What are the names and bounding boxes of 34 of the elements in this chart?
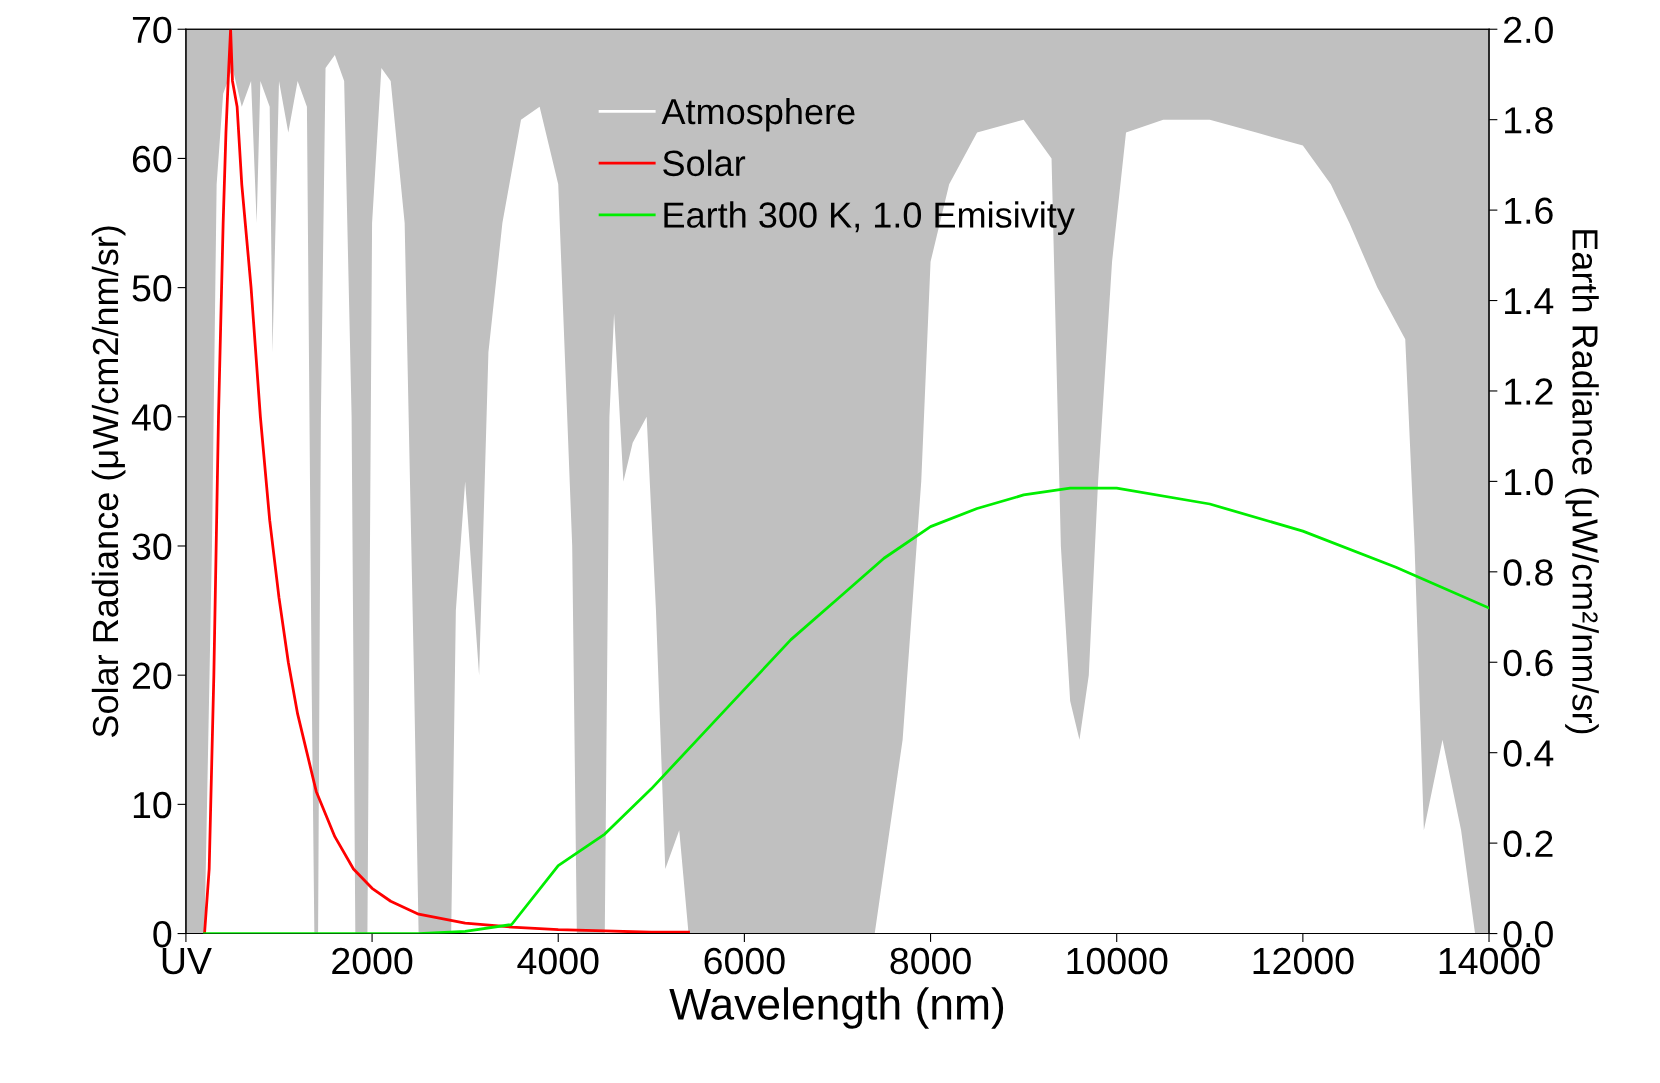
- y-tick-label: 40: [131, 404, 172, 431]
- y-tick-label: 50: [132, 275, 172, 302]
- legend-label: Solar: [663, 149, 746, 177]
- y2-axis-title: Earth Radiance (μW/cm²/nm/sr): [1565, 230, 1599, 734]
- x-tick-label: 10000: [1067, 947, 1168, 975]
- x-tick-label: 12000: [1253, 947, 1354, 975]
- y2-tick-label: 0.0: [1503, 920, 1553, 948]
- x-tick-label: 8000: [890, 947, 971, 975]
- x-axis-title: Wavelength (nm): [669, 987, 1004, 1029]
- legend-label: Atmosphere: [661, 97, 855, 132]
- y2-tick-label: 0.8: [1503, 559, 1553, 586]
- y2-tick-label: 0.6: [1503, 649, 1553, 677]
- y-tick-label: 60: [132, 145, 172, 173]
- x-tick-label: UV: [162, 948, 212, 975]
- y2-tick-label: 0.2: [1503, 830, 1553, 858]
- y2-tick-label: 1.0: [1505, 468, 1553, 496]
- y-tick-label: 30: [132, 533, 172, 560]
- x-tick-label: 6000: [704, 947, 785, 975]
- y-tick-label: 70: [132, 16, 172, 44]
- y-axis-title: Solar Radiance (μW/cm2/nm/sr): [91, 226, 126, 737]
- legend-label: Earth 300 K, 1.0 Emisivity: [664, 201, 1075, 236]
- y2-tick-label: 1.2: [1505, 378, 1553, 405]
- x-tick-label: 4000: [517, 947, 599, 975]
- y2-tick-label: 1.8: [1505, 107, 1553, 134]
- y-tick-label: 20: [132, 662, 172, 690]
- y-tick-label: 10: [133, 791, 172, 819]
- line-series: [203, 486, 1490, 934]
- y2-tick-label: 1.6: [1505, 197, 1553, 225]
- x-tick-label: 14000: [1439, 947, 1540, 975]
- y2-tick-label: 1.4: [1505, 288, 1554, 315]
- y2-tick-label: 0.4: [1503, 740, 1554, 767]
- y-tick-label: 0: [153, 920, 172, 948]
- x-tick-label: 2000: [332, 947, 413, 975]
- y2-tick-label: 2.0: [1504, 16, 1553, 44]
